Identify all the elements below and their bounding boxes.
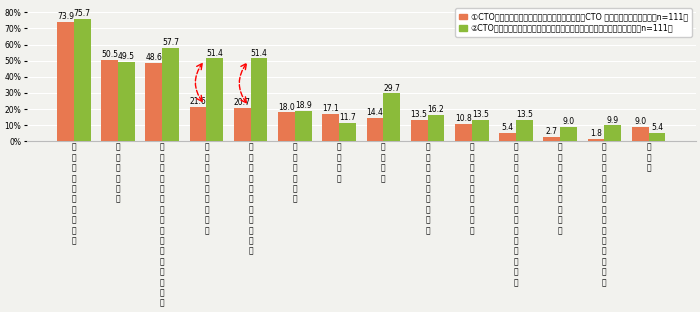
Bar [472,119,489,141]
Bar [322,114,339,141]
Text: 9.9: 9.9 [607,116,619,125]
Text: 9.0: 9.0 [634,117,646,126]
Text: 29.7: 29.7 [384,84,400,93]
Text: 17.1: 17.1 [322,104,339,113]
Text: 10.8: 10.8 [455,114,472,123]
Text: 49.5: 49.5 [118,52,135,61]
Bar [162,48,179,141]
Bar [428,115,444,141]
Text: 13.5: 13.5 [472,110,489,119]
Bar [57,22,74,141]
Text: 13.5: 13.5 [411,110,428,119]
Bar [499,133,516,141]
Text: 2.7: 2.7 [546,127,558,136]
Bar [560,127,577,141]
Text: 9.0: 9.0 [563,117,575,126]
Text: 51.4: 51.4 [251,49,267,58]
Bar [74,19,90,141]
Text: 21.6: 21.6 [190,97,206,106]
Bar [604,125,621,141]
Bar [384,94,400,141]
Bar [649,133,666,141]
Text: 75.7: 75.7 [74,9,91,18]
Text: 50.5: 50.5 [101,50,118,59]
Bar [206,58,223,141]
Text: 57.7: 57.7 [162,38,179,47]
Text: 20.7: 20.7 [234,98,251,107]
Bar [455,124,472,141]
Bar [632,127,649,141]
Text: 18.9: 18.9 [295,101,312,110]
Bar [516,119,533,141]
Text: 13.5: 13.5 [516,110,533,119]
Text: 11.7: 11.7 [339,113,356,122]
Bar [339,123,356,141]
Text: 16.2: 16.2 [428,105,444,115]
Bar [278,112,295,141]
Bar [146,63,162,141]
Bar [587,139,604,141]
Text: 5.4: 5.4 [501,123,514,132]
Text: 1.8: 1.8 [590,129,602,138]
Text: 14.4: 14.4 [367,108,384,117]
Text: 73.9: 73.9 [57,12,74,21]
Bar [543,137,560,141]
Bar [251,58,267,141]
Bar [295,111,312,141]
Bar [234,108,251,141]
Text: 5.4: 5.4 [651,123,663,132]
Legend: ①CTOとなるうえでの業務経験に関して、現任のCTO のこれまでの業務経験（n=111）, ②CTOとなるうえでの業務経験に関して、職責上、本来望まれる業務経験: ①CTOとなるうえでの業務経験に関して、現任のCTO のこれまでの業務経験（n=… [455,8,692,37]
Bar [367,118,384,141]
Bar [190,107,206,141]
Text: 51.4: 51.4 [206,49,223,58]
Bar [118,61,135,141]
Text: 48.6: 48.6 [146,53,162,62]
Text: 18.0: 18.0 [278,103,295,112]
Bar [102,60,118,141]
Bar [411,119,428,141]
